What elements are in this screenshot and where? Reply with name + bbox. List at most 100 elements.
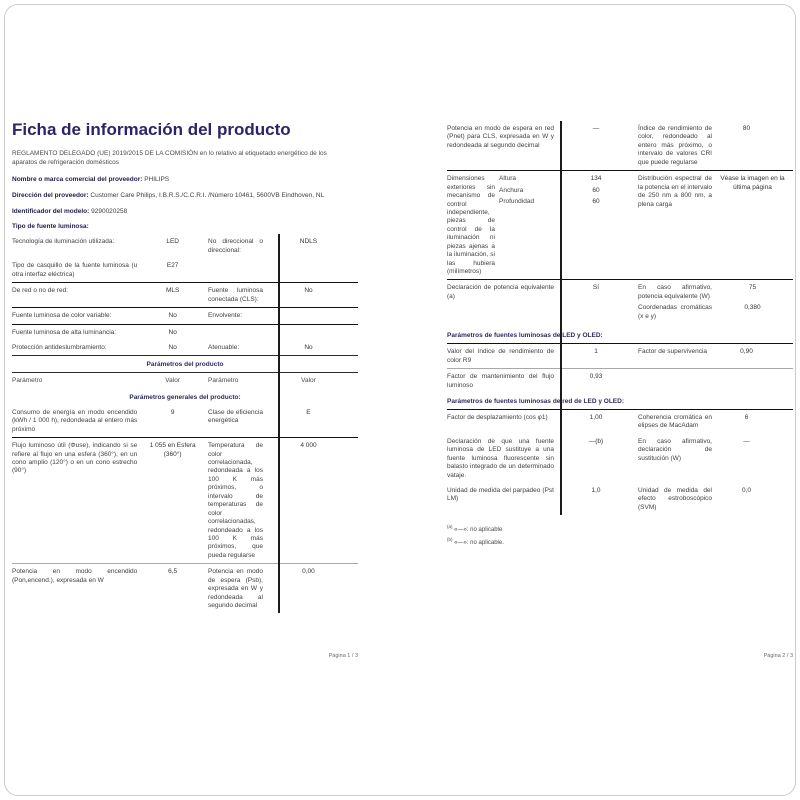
parameter-cell: En caso afirmativo, declaración de susti… [638, 437, 712, 462]
parameter-cell: De red o no de red: [12, 287, 69, 295]
light-source-type-label: Tipo de fuente luminosa: [12, 223, 89, 231]
value-cell: 0,380 [744, 304, 761, 312]
model-id-label: Identificador del modelo: [12, 208, 90, 216]
value-cell: E [306, 408, 311, 416]
p1-row-6: Protección antideslumbramiento: No Atenuab… [12, 340, 358, 357]
p2-row-1: Potencia en modo de espera en red (Pnet)… [447, 121, 793, 172]
p1-row-3: De red o no de red: MLS Fuente luminosa co… [12, 283, 358, 309]
parameter-cell: Declaración de que una fuente luminosa d… [447, 437, 554, 479]
value-cell: 0,00 [302, 568, 315, 576]
value-cell: Valor [301, 377, 316, 385]
parameter-cell: Clase de eficiencia energética [208, 408, 263, 425]
dimensions-label: Dimensiones exteriores sin mecanismo de … [447, 175, 495, 275]
parameter-cell: En caso afirmativo, potencia equivalente… [638, 284, 712, 300]
page-title: Ficha de información del producto [12, 120, 291, 139]
value-cell: 1,00 [589, 413, 603, 421]
parameter-cell: Índice de rendimiento de color, redondea… [638, 125, 712, 166]
supplier-address-value: Customer Care Philips, I.B.R.S./C.C.R.I.… [90, 192, 325, 200]
parameter-cell: Atenuable: [208, 343, 240, 351]
value-cell: 0,90 [740, 348, 753, 356]
parameters-table-page1: Tecnología de iluminación utilizada: LED N… [12, 234, 358, 614]
p1-row-12: Potencia en modo encendido (Pon,encend.)… [12, 564, 358, 613]
section-header: Parámetros generales del producto: [129, 393, 241, 401]
supplier-name-line: Nombre o marca comercial del proveedor: … [12, 175, 342, 184]
parameter-cell: Envolvente: [208, 312, 243, 320]
value-cell: No [168, 312, 177, 320]
p1-row-11: Flujo luminoso útil (Φuse), indicando si… [12, 438, 358, 565]
parameter-cell: Factor de mantenimiento del flujo lumino… [447, 373, 554, 389]
section-header: Parámetros del producto [146, 361, 224, 369]
value-cell: 1 055 en Esfera (360°) [149, 442, 196, 458]
parameter-cell: Consumo de energía en modo encendido (kW… [12, 408, 138, 433]
value-cell: 80 [742, 125, 751, 132]
section-header: Parámetros de fuentes luminosas de red d… [447, 397, 624, 405]
dimension-sublabels: Altura Anchura Profundidad [499, 175, 534, 276]
footnotes: (a) «—»: no aplicable (b) «—»: no aplicab… [447, 523, 793, 547]
value-cell: No [168, 328, 177, 336]
p1-row-9: Parámetros generales del producto: [12, 389, 358, 405]
parameter-cell: Declaración de potencia equivalente (a) [447, 284, 554, 300]
supplier-name-label: Nombre o marca comercial del proveedor: [12, 176, 143, 184]
value-cell: MLS [165, 287, 180, 295]
parameter-cell: Flujo luminoso útil (Φuse), indicando si… [12, 442, 138, 475]
footnote-marker: (a) [447, 524, 453, 530]
p1-row-1: Tecnología de iluminación utilizada: LED N… [12, 234, 358, 258]
stacked-pair: En caso afirmativo, potencia equivalente… [638, 284, 793, 301]
p2-row-2: Dimensiones exteriores sin mecanismo de … [447, 171, 793, 281]
parameter-cell: Dimensiones exteriores sin mecanismo de … [447, 175, 560, 276]
parameter-cell: Potencia en modo encendido (Pon,encend.)… [12, 568, 138, 584]
image-border [4, 4, 796, 796]
supplier-name-value: PHILIPS [144, 176, 170, 184]
value-cell: 134 60 60 [560, 175, 638, 209]
value-cell: — [592, 125, 600, 132]
value-cell: 4 000 [300, 442, 317, 450]
value-cell: Valor [165, 377, 180, 385]
parameter-cell: Potencia en modo de espera en red (Pnet)… [447, 125, 554, 149]
p1-row-4: Fuente luminosa de color variable: No Envo… [12, 308, 358, 325]
parameter-cell: Tecnología de iluminación utilizada: [12, 238, 115, 246]
value-cell: Sí [592, 284, 600, 292]
value-cell: 0,0 [741, 487, 752, 494]
model-id-line: Identificador del modelo: 9290020258 [12, 207, 342, 216]
p1-row-2: Tipo de casquillo de la fuente luminosa … [12, 258, 358, 284]
value-cell: No [168, 343, 177, 351]
parameter-cell: Fuente luminosa de alta luminancia: [12, 328, 117, 336]
parameter-cell: Parámetro [12, 377, 43, 385]
value-cell: E27 [166, 262, 179, 270]
p2-row-7: Parámetros de fuentes luminosas de red d… [447, 393, 793, 410]
p2-row-8: Factor de desplazamiento (cos φ1) 1,00 Coh… [447, 410, 793, 434]
p1-row-10: Consumo de energía en modo encendido (kW… [12, 405, 358, 439]
value-cell: NDLS [299, 238, 318, 246]
value-cell: 1,0 [591, 487, 601, 494]
page-2: Potencia en modo de espera en red (Pnet)… [447, 121, 793, 548]
p1-row-8: Parámetro Valor Parámetro Valor [12, 373, 358, 388]
value-cell: Véase la imagen en la última página [720, 175, 785, 191]
value-cell: —(b) [588, 437, 604, 445]
value-cell: LED [166, 238, 179, 246]
p2-row-5: Valor del índice de rendimiento de color… [447, 344, 793, 370]
section-header: Parámetros de fuentes luminosas de LED y… [447, 332, 603, 340]
parameter-cell: Distribución espectral de la potencia en… [638, 175, 712, 208]
parameter-cell: No direccional o direccional: [208, 238, 263, 254]
stacked-pairs: En caso afirmativo, potencia equivalente… [638, 284, 793, 324]
footnote-line: (a) «—»: no aplicable [447, 524, 503, 534]
footnote-line: (b) «—»: no aplicable. [447, 536, 504, 546]
p2-row-3: Declaración de potencia equivalente (a) S… [447, 280, 793, 327]
value-cell: 0,93 [589, 373, 603, 381]
dimension-value: 134 [590, 175, 602, 183]
value-cell: No [304, 287, 313, 295]
dimension-sublabel: Anchura [499, 186, 524, 194]
parameter-cell: Temperatura de color correlacionada, red… [208, 442, 263, 559]
p2-row-10: Unidad de medida del parpadeo (Pst LM) 1,… [447, 483, 793, 515]
page-number-1: Página 1 / 3 [328, 653, 358, 659]
parameter-cell: Fuente luminosa conectada (CLS): [208, 287, 263, 303]
dimension-value: 60 [592, 198, 600, 206]
value-cell: — [743, 437, 750, 445]
value-cell: 1 [594, 348, 598, 356]
model-id-value: 9290020258 [91, 208, 128, 216]
parameter-cell: Factor de desplazamiento (cos φ1) [447, 413, 548, 421]
parameter-cell: Protección antideslumbramiento: [12, 343, 107, 351]
value-cell: 6 [744, 413, 749, 421]
dimension-sublabel: Altura [499, 175, 516, 183]
